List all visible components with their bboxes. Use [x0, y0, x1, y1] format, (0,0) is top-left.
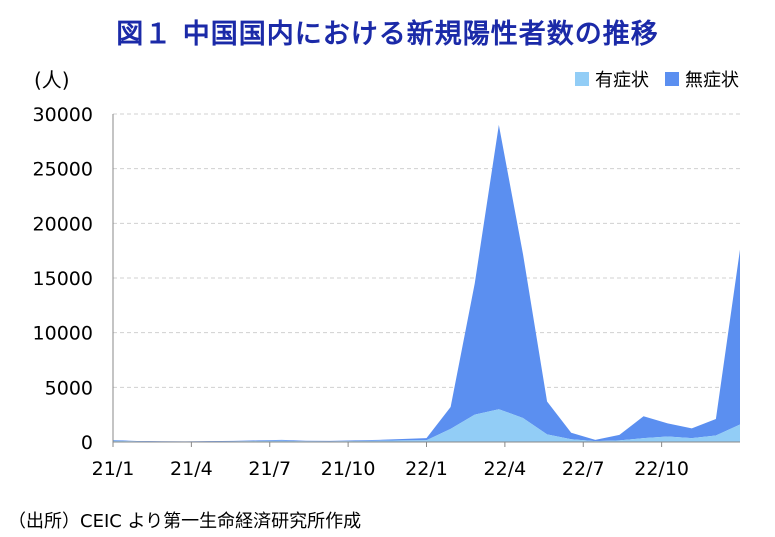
source-note: （出所）CEIC より第一生命経済研究所作成	[8, 511, 362, 532]
legend: 有症状 無症状	[575, 66, 739, 92]
legend-label-symptomatic: 有症状	[595, 70, 649, 91]
x-tick-label: 21/10	[321, 458, 376, 480]
legend-item-symptomatic: 有症状	[575, 66, 649, 92]
x-tick-label: 22/7	[562, 458, 605, 480]
x-tick-label: 21/7	[248, 458, 291, 480]
legend-swatch-asymptomatic	[665, 72, 679, 86]
y-tick-label: 15000	[33, 268, 93, 290]
y-tick-label: 25000	[33, 159, 93, 181]
x-tick-label: 22/1	[405, 458, 448, 480]
legend-label-asymptomatic: 無症状	[685, 70, 739, 91]
x-tick-label: 22/10	[634, 458, 689, 480]
y-tick-label: 20000	[33, 213, 93, 235]
y-tick-label: 30000	[33, 104, 93, 126]
x-tick-label: 22/4	[484, 458, 527, 480]
y-tick-label: 5000	[45, 377, 93, 399]
series-area-symptomatic	[113, 409, 740, 442]
chart-title: 図１ 中国国内における新規陽性者数の推移	[116, 19, 659, 50]
x-tick-label: 21/1	[92, 458, 135, 480]
legend-swatch-symptomatic	[575, 72, 589, 86]
y-tick-label: 10000	[33, 323, 93, 345]
legend-item-asymptomatic: 無症状	[665, 66, 739, 92]
y-axis-unit: (人)	[34, 68, 70, 92]
x-tick-label: 21/4	[170, 458, 213, 480]
series-area-asymptomatic	[113, 124, 740, 442]
y-tick-label: 0	[81, 432, 93, 454]
